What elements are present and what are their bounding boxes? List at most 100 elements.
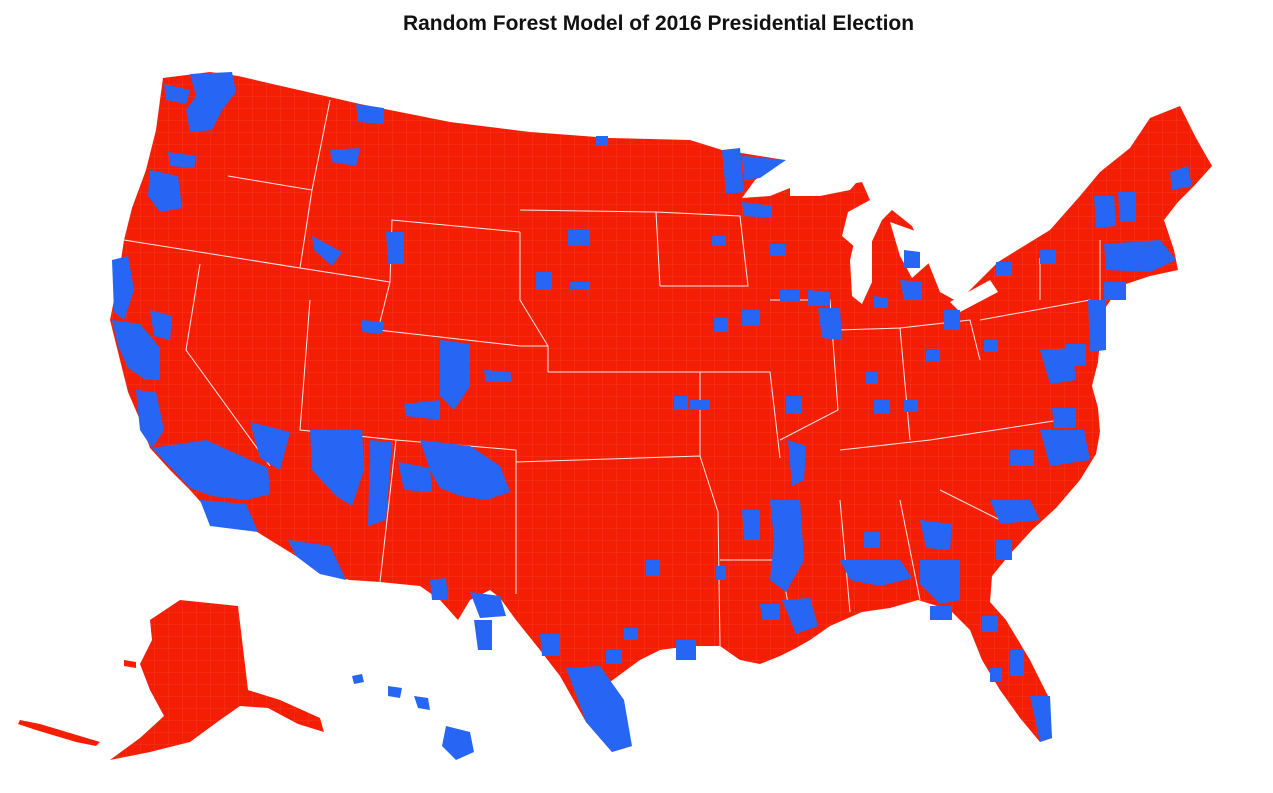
texas-west-border [474,620,492,650]
ohio-cleveland [944,310,960,330]
alaska [18,600,324,760]
wisconsin-central [770,244,786,256]
idaho-blaine-teton [312,236,342,266]
montana-missoula-region [330,148,360,166]
wisconsin-madison-milwaukee [808,290,830,306]
kentucky-lexington [904,400,918,412]
nevada-clark-region [250,422,290,470]
michigan-flint [904,250,920,268]
missouri-kc [690,400,710,410]
florida-gainesville [982,616,998,632]
texas-dallas [624,628,638,640]
north-dakota-reservation [596,136,608,146]
alabama-birmingham [864,532,880,548]
arkansas-delta [742,510,760,540]
florida-south [1030,696,1052,742]
maryland-baltimore [1066,344,1086,366]
massachusetts-rhode-island [1104,240,1176,272]
kentucky-louisville [874,400,890,414]
texas-austin [540,634,560,656]
portland-region [148,170,182,212]
alaska-county-overlay [110,600,324,760]
hawaii [352,674,474,760]
county-grid-overlay [110,72,1212,752]
arizona-eastern-strip [368,440,392,526]
central-coast-california [136,390,164,448]
georgia-south-belt [920,560,960,604]
map-title: Random Forest Model of 2016 Presidential… [402,12,915,35]
new-york-city [1104,282,1126,300]
north-carolina-east [1040,430,1090,466]
new-mexico-central [398,462,432,492]
lake-erie [950,280,998,312]
colorado-denver-region [440,340,470,410]
sacramento-region [150,310,172,340]
minnesota-duluth [742,156,786,180]
oklahoma-osage [646,560,660,576]
texas-san-antonio [606,650,622,664]
colorado-boulder-area [484,370,512,382]
texas-panhandle-county [716,566,726,580]
new-york-capital [1094,196,1116,228]
seattle-puget-sound-region [186,72,236,132]
delaware-philly [1088,300,1106,352]
twin-cities [742,202,772,218]
mississippi-delta [770,500,804,592]
lake-michigan [850,226,872,304]
south-carolina-belt [990,500,1040,524]
northern-new-mexico [420,440,510,500]
texas-rio-grande-valley [566,666,632,752]
ohio-columbus [926,350,940,362]
north-carolina-triangle [1010,450,1034,466]
wyoming-teton [386,232,404,264]
georgia-atlanta [920,520,952,550]
aleutian-islands [18,720,100,746]
northern-california-coast [112,256,134,320]
pennsylvania-pittsburgh [984,340,998,352]
san-diego-imperial [200,500,258,532]
minnesota-arrowhead [722,148,744,194]
texas-el-paso [430,578,448,600]
texas-houston [676,640,696,660]
south-dakota-reservations [568,230,590,246]
lake-superior [790,168,862,196]
louisiana-new-orleans [782,598,818,634]
colorado-mountain-counties [404,400,440,420]
hawaii-oahu [388,686,402,698]
georgia-savannah [996,540,1012,560]
illinois-chicago [818,308,842,340]
hawaii-maui [414,696,430,710]
iowa-se [780,290,800,302]
olympic-peninsula-county [164,84,190,104]
hawaii-big-island [442,726,474,760]
contiguous-us [110,72,1212,752]
michigan-detroit [900,280,922,300]
maine-coast [1170,166,1192,190]
bay-area [112,320,160,380]
arizona-southern-border [288,540,346,580]
mississippi-river-strip [788,440,806,486]
utah-salt-lake [362,320,384,334]
virginia-richmond [1052,408,1076,428]
louisiana-baton-rouge [760,604,780,620]
iowa-central [714,318,728,332]
south-dakota-west [536,272,552,290]
florida-tallahassee [930,606,952,620]
vermont [1118,192,1136,222]
alabama-black-belt [840,560,912,586]
minnesota-south [712,236,726,246]
florida-orlando [1010,650,1024,676]
new-york-rochester [996,262,1012,276]
southern-california [152,440,270,500]
iowa-east [742,310,760,326]
predicted-democratic-counties [112,72,1192,752]
south-dakota-sw [570,282,590,290]
oregon-coast-counties [168,152,196,168]
hawaii-kauai [352,674,364,684]
missouri-stlouis [786,396,802,414]
florida-tampa [990,668,1002,682]
apache-navajo-region [310,430,364,506]
new-york-west [1040,250,1056,264]
alaska-west-islands [124,660,136,668]
